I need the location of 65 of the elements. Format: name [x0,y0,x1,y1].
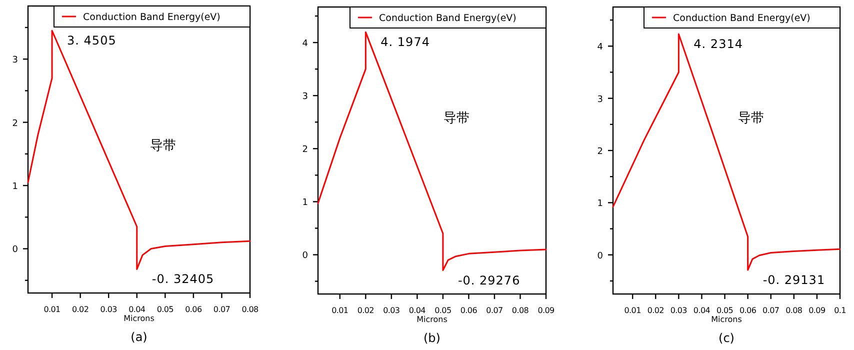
x-tick-label: 0.1 [834,306,846,315]
legend: Conduction Band Energy(eV) [350,6,546,28]
legend-label: Conduction Band Energy(eV) [673,13,810,24]
legend-label: Conduction Band Energy(eV) [379,13,516,24]
annotation: 4. 1974 [380,35,430,50]
y-tick-label: 1 [302,198,308,208]
x-tick-label: 0.06 [460,306,478,315]
x-tick-label: 0.09 [808,306,826,315]
y-tick-label: 3 [597,94,603,105]
x-tick-label: 0.06 [740,306,756,315]
y-tick-label: 0 [12,245,18,256]
x-tick-label: 0.07 [762,306,780,315]
annotation: 导带 [738,110,764,126]
x-tick-label: 0.07 [486,306,503,315]
x-tick-label: 0.01 [624,306,642,315]
x-tick-label: 0.04 [128,305,146,314]
x-tick-label: 0.03 [100,305,118,314]
y-tick-label: 0 [302,251,308,262]
x-tick-label: 0.05 [156,305,174,314]
y-tick-label: 3 [12,56,18,66]
y-tick-label: 0 [597,251,604,262]
x-axis-title: Microns [711,315,742,324]
line-series [27,30,251,270]
legend: Conduction Band Energy(eV) [644,6,840,28]
x-tick-label: 0.08 [242,305,259,314]
x-tick-label: 0.02 [72,305,89,314]
x-tick-label: 0.08 [512,306,529,315]
x-tick-label: 0.01 [44,305,61,314]
x-tick-label: 0.02 [357,306,374,315]
line-series [612,33,841,271]
x-tick-label: 0.08 [786,306,802,315]
x-tick-label: 0.05 [716,306,734,315]
x-tick-label: 0.04 [693,306,710,315]
annotation: -0. 32405 [152,272,214,286]
x-axis-title: Microns [124,314,154,323]
y-tick-label: 2 [302,145,308,156]
x-axis-title: Microns [416,315,448,324]
x-tick-label: 0.05 [434,306,452,315]
legend-label: Conduction Band Energy(eV) [83,12,220,23]
annotation: -0. 29276 [458,273,520,288]
x-tick-label: 0.04 [408,306,426,315]
legend: Conduction Band Energy(eV) [54,6,250,28]
y-tick-label: 4 [302,39,308,50]
line-series [317,31,547,272]
x-tick-label: 0.09 [538,306,555,315]
y-tick-label: 2 [597,147,603,157]
annotation: 4. 2314 [694,37,743,52]
text: (c) [718,331,734,345]
text: (b) [424,331,440,345]
y-tick-label: 1 [597,199,603,210]
annotation: -0. 29131 [762,273,826,288]
y-tick-label: 1 [12,182,18,192]
x-tick-label: 0.07 [213,305,230,314]
y-tick-label: 2 [12,118,18,129]
text: (a) [130,330,148,344]
annotation: 导带 [443,110,470,126]
annotation: 导带 [150,138,176,154]
x-tick-label: 0.03 [670,306,688,315]
y-tick-label: 4 [597,42,604,53]
x-tick-label: 0.02 [647,306,664,315]
y-tick-label: 3 [302,92,308,102]
x-tick-label: 0.01 [332,306,348,315]
x-tick-label: 0.03 [383,306,400,315]
annotation: 3. 4505 [67,34,116,48]
x-tick-label: 0.06 [185,305,202,314]
